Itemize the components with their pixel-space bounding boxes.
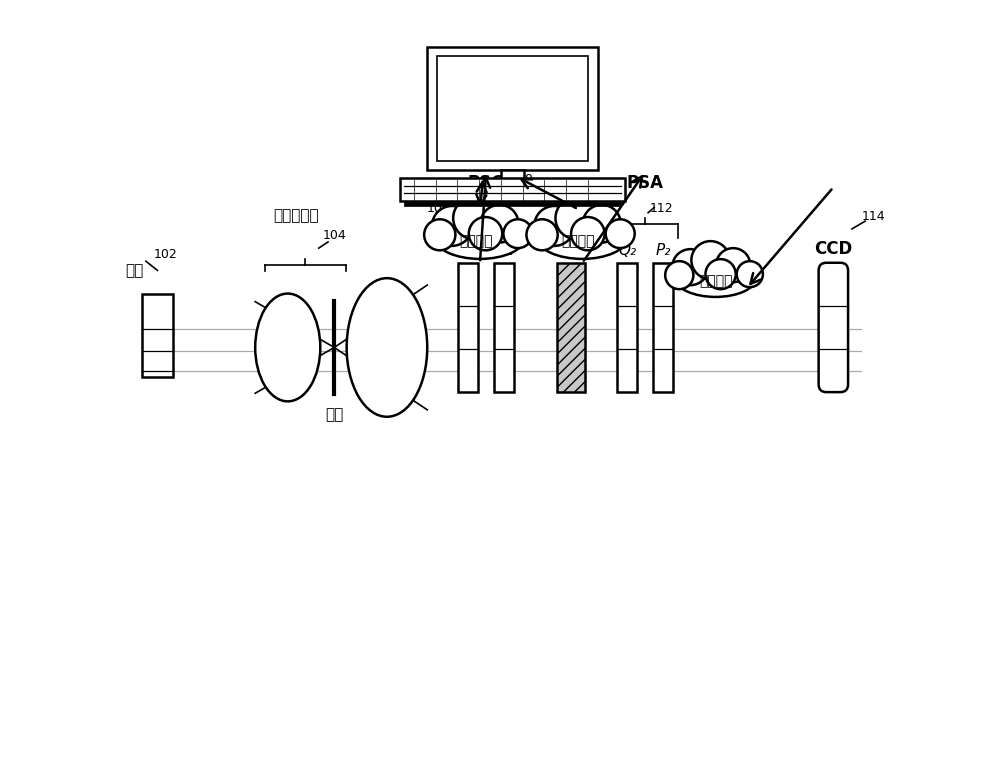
Text: Q₂: Q₂ [618, 244, 636, 258]
Ellipse shape [453, 197, 496, 239]
Bar [653, 263, 673, 392]
Text: 空间滤波器: 空间滤波器 [273, 208, 319, 223]
Ellipse shape [716, 248, 750, 282]
Ellipse shape [435, 217, 525, 259]
Ellipse shape [555, 197, 598, 239]
Text: 网络连接: 网络连接 [459, 234, 493, 248]
Ellipse shape [705, 259, 736, 289]
Text: 108: 108 [509, 173, 533, 186]
Text: P₂: P₂ [655, 244, 671, 258]
Text: 116: 116 [550, 107, 573, 121]
Ellipse shape [534, 206, 574, 246]
Text: 网络连接: 网络连接 [699, 274, 732, 288]
Text: 待测器件: 待测器件 [584, 223, 618, 237]
Bar [557, 263, 585, 392]
Text: CCD: CCD [814, 240, 852, 258]
Ellipse shape [255, 293, 320, 401]
Ellipse shape [737, 261, 763, 287]
Text: 小孔: 小孔 [325, 408, 343, 422]
Bar [400, 178, 625, 202]
Ellipse shape [424, 219, 455, 251]
Bar [491, 182, 534, 190]
Ellipse shape [672, 249, 708, 286]
Ellipse shape [538, 217, 627, 259]
Ellipse shape [526, 219, 558, 251]
Text: 110: 110 [560, 245, 583, 258]
Text: 106: 106 [426, 202, 450, 215]
Text: P₁: P₁ [461, 244, 476, 258]
Ellipse shape [665, 261, 693, 289]
Bar [458, 263, 478, 392]
Bar [427, 47, 598, 170]
Ellipse shape [571, 217, 605, 251]
Ellipse shape [691, 241, 730, 279]
Text: 102: 102 [154, 248, 177, 261]
Ellipse shape [503, 219, 532, 248]
Ellipse shape [469, 217, 502, 251]
Text: 网络连接: 网络连接 [562, 234, 595, 248]
Bar [437, 56, 588, 161]
Text: （SEO）: （SEO） [578, 235, 623, 249]
Text: 104: 104 [323, 229, 346, 242]
Ellipse shape [481, 205, 518, 243]
Bar [494, 263, 514, 392]
Ellipse shape [675, 259, 756, 297]
Text: PSG: PSG [467, 174, 505, 192]
Bar [617, 263, 637, 392]
Text: 114: 114 [862, 210, 886, 223]
FancyBboxPatch shape [819, 263, 848, 392]
Ellipse shape [432, 206, 472, 246]
Bar [142, 293, 173, 377]
Bar [501, 170, 524, 182]
Text: 光源: 光源 [125, 263, 143, 279]
Ellipse shape [606, 219, 635, 248]
Text: PSA: PSA [627, 174, 664, 192]
Ellipse shape [347, 279, 427, 417]
Text: 112: 112 [650, 202, 673, 215]
Text: Q₁: Q₁ [495, 244, 513, 258]
Ellipse shape [583, 205, 621, 243]
Bar [404, 202, 621, 205]
